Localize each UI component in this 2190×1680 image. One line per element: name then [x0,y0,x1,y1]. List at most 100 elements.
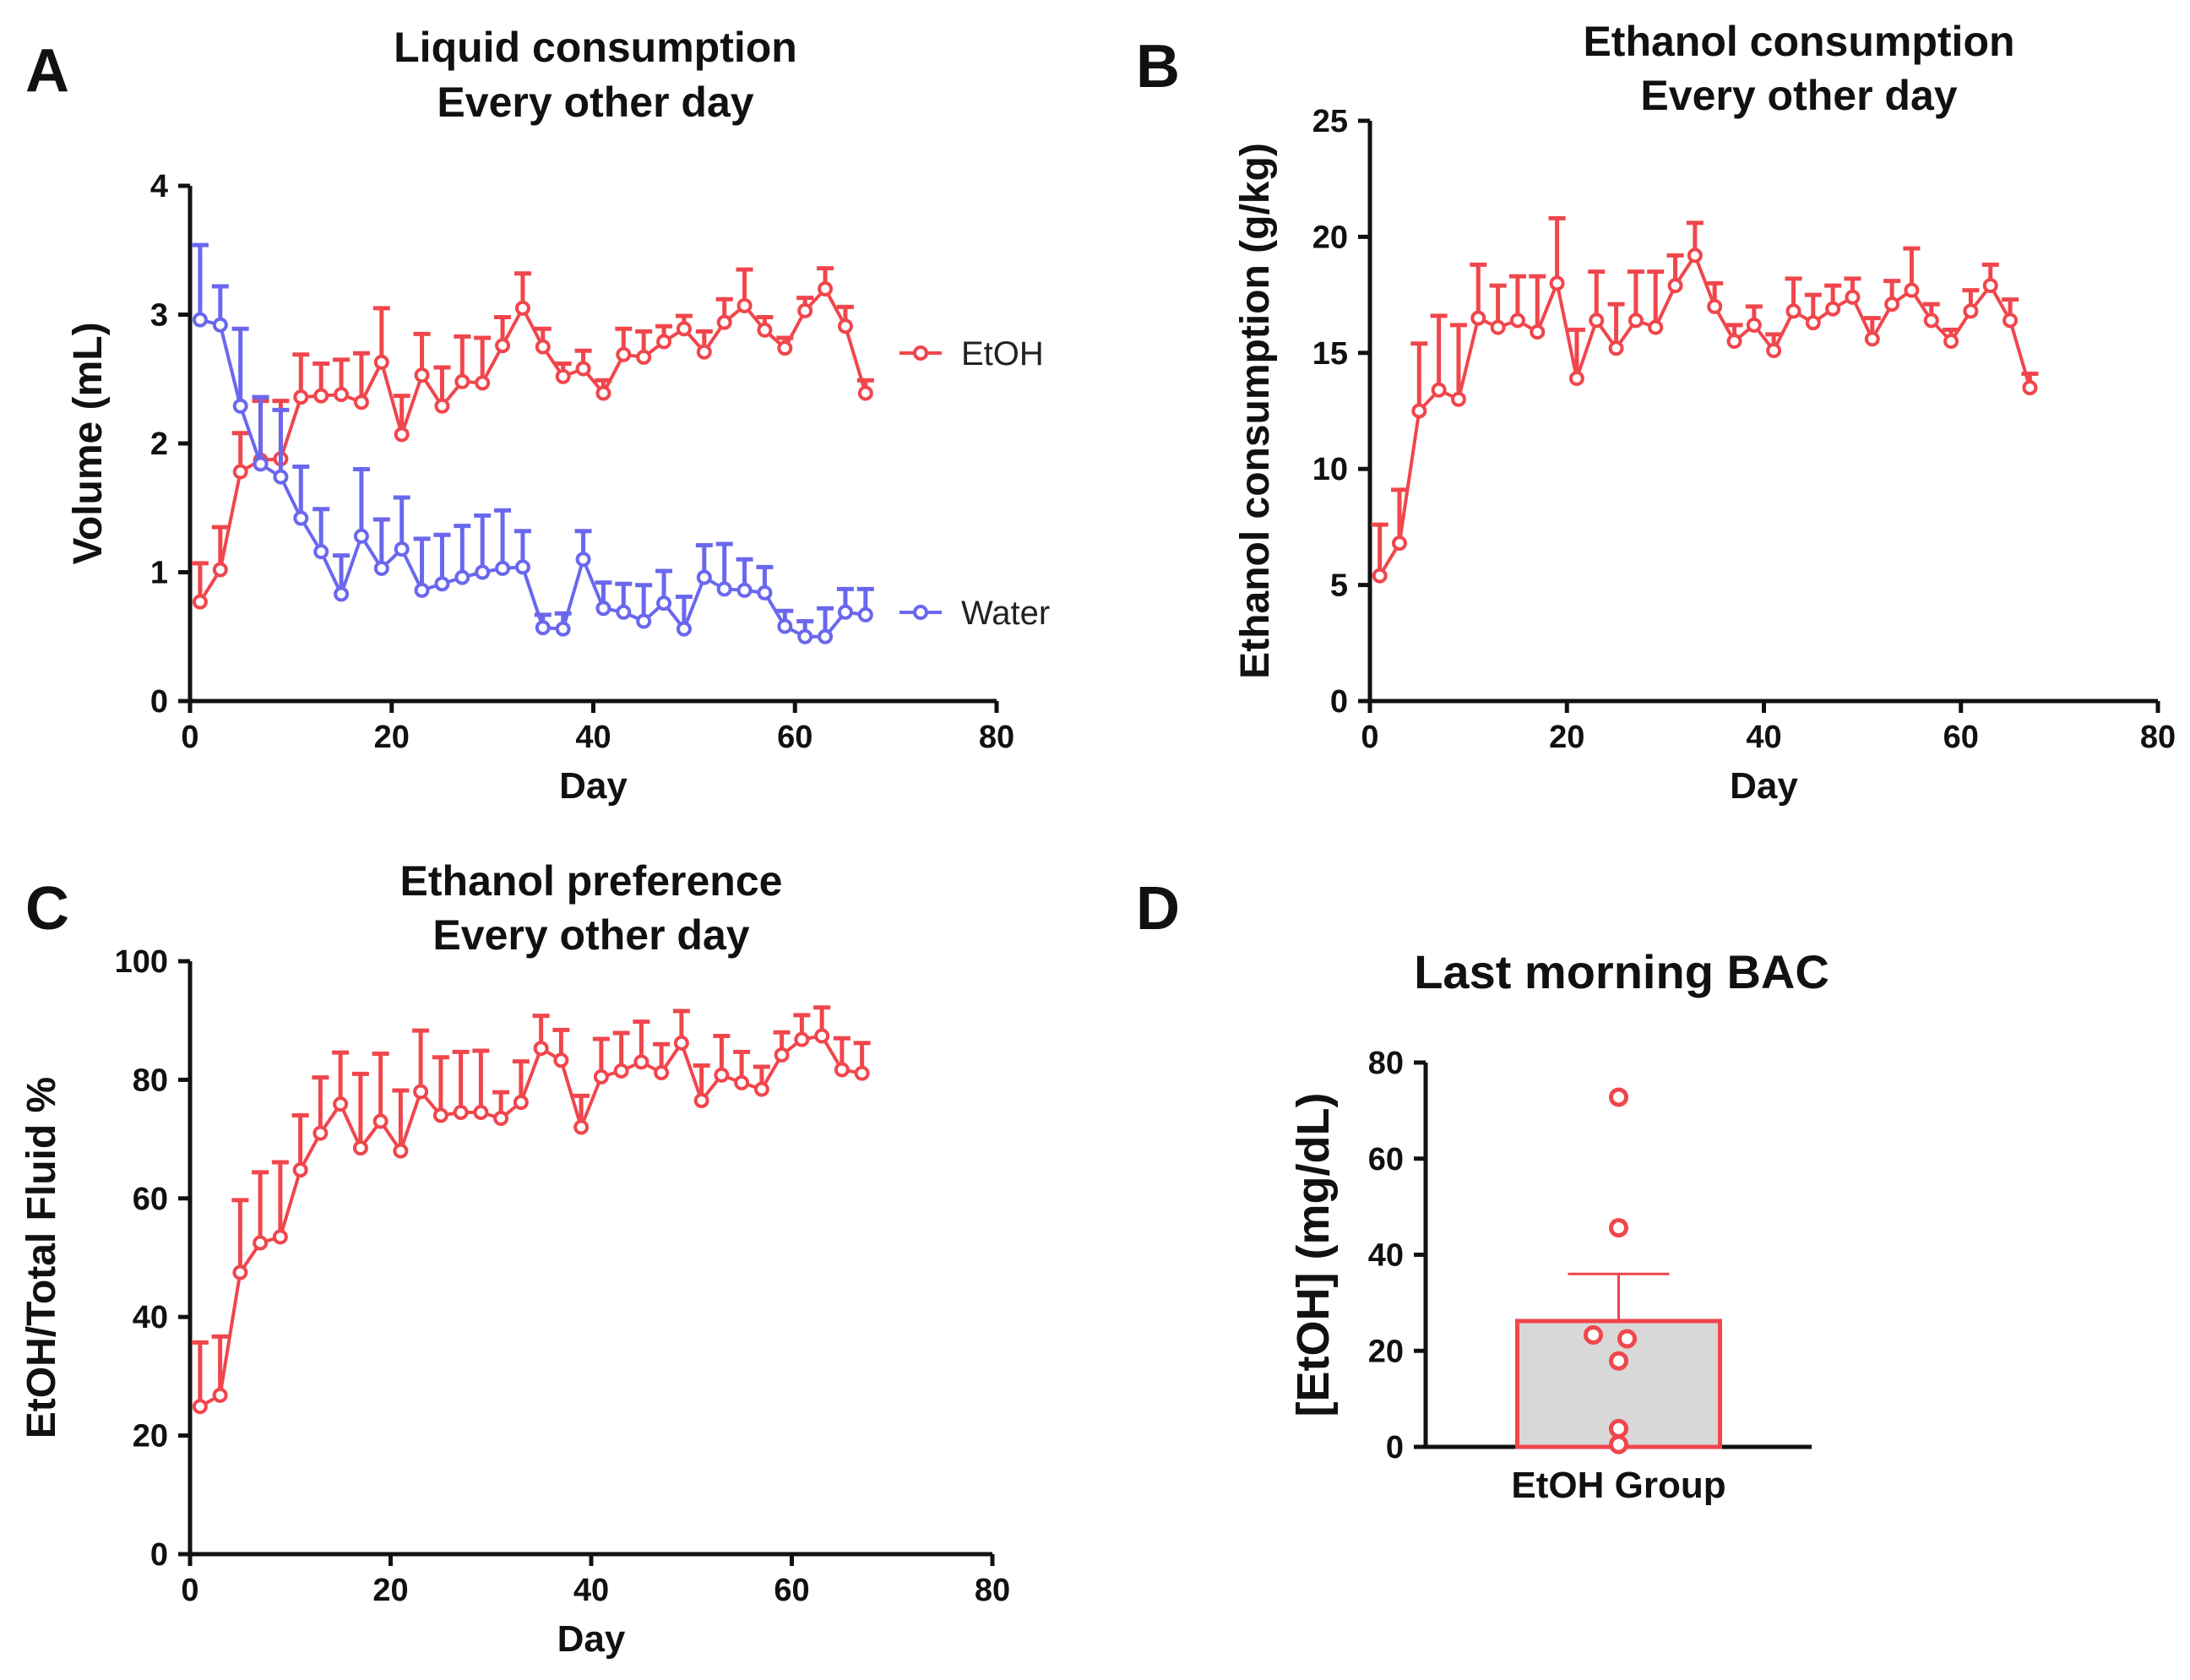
data-point [693,1092,709,1108]
x-tick-label: 60 [777,720,812,755]
x-tick-label: 20 [372,1573,408,1608]
x-tick-label: 60 [774,1573,809,1608]
y-tick-label: 0 [150,1537,168,1573]
data-point [253,1235,269,1251]
x-axis-label: Day [1730,765,1798,807]
data-point [373,560,389,576]
y-tick-label: 3 [150,298,168,334]
series-line [198,1034,862,1408]
data-point [1746,317,1762,333]
y-axis-label: Volume (mL) [66,322,111,564]
data-point [513,1095,529,1111]
x-tick-label: 40 [573,1573,609,1608]
data-point [575,552,591,568]
data-point [1648,319,1664,335]
data-point [475,564,491,580]
data-point [273,469,289,485]
data-point [1411,403,1427,419]
series-etoh [1371,215,2039,584]
series-line [199,318,867,639]
data-point [293,510,309,526]
data-point [434,576,450,592]
x-category-label: EtOH Group [1511,1465,1725,1506]
data-point [1490,319,1506,335]
data-point [636,613,652,629]
data-point [553,1052,569,1068]
data-point [573,1119,590,1135]
data-point [1864,331,1880,347]
data-point [857,385,873,401]
data-point [613,1063,629,1079]
y-axis-label: [EtOH] (mg/dL) [1288,1093,1339,1417]
data-point [1785,303,1801,319]
panel-b-title-line2: Every other day [1640,72,1957,119]
data-point [1530,324,1546,340]
data-point [514,300,530,316]
y-tick-label: 100 [115,944,168,980]
data-point [593,1068,609,1085]
data-point [1805,315,1821,331]
data-point [454,373,470,389]
data-point [616,346,632,362]
y-tick-label: 0 [1386,1430,1404,1465]
panel-b-title-line1: Ethanol consumption [1583,18,2014,65]
data-point [1609,1087,1628,1107]
y-axis-label: Ethanol consumption (g/kg) [1233,143,1278,679]
y-tick-label: 4 [150,169,168,204]
data-point [1549,275,1565,291]
data-point [212,317,228,333]
data-point [633,1054,649,1070]
data-point [232,398,248,414]
data-point [212,562,228,578]
x-tick-label: 80 [979,720,1014,755]
data-point [1609,1434,1628,1454]
data-point [673,1035,689,1051]
chart-b: 0 5 10 15 20 25 0 20 40 60 80 Day Ethanol consumptio… [1233,104,2176,807]
data-point [555,368,571,384]
legend-marker [913,605,928,620]
data-point [535,339,551,355]
data-point [414,367,430,383]
y-tick-label: 10 [1312,452,1348,487]
data-point [1608,340,1624,356]
data-point [616,604,632,620]
y-tick-label: 40 [133,1300,168,1335]
data-point [595,385,611,401]
y-tick-label: 5 [1330,568,1348,604]
y-tick-label: 60 [133,1182,168,1217]
data-point [716,581,732,597]
x-tick-label: 40 [575,720,611,755]
data-point [1450,391,1466,407]
data-point [454,569,470,585]
series-etoh: EtOH [191,266,1044,610]
chart-c: 0 20 40 60 80 100 0 20 40 60 80 Day EtOH/Total Fluid… [19,944,1010,1660]
data-point [313,544,329,560]
data-point [432,1107,448,1123]
y-tick-label: 2 [150,427,168,462]
data-point [1982,278,1998,294]
x-tick-label: 20 [374,720,410,755]
data-point [575,361,591,377]
data-point [313,388,329,404]
data-point [814,1028,830,1044]
data-point [1509,313,1525,329]
data-point [352,1140,368,1156]
x-tick-label: 60 [1943,720,1979,755]
x-tick-label: 0 [181,720,198,755]
data-point [777,340,793,356]
data-point [475,375,491,391]
data-point [1687,247,1703,264]
data-point [734,1074,750,1090]
data-point [676,621,692,637]
data-point [1568,371,1584,387]
y-tick-label: 20 [133,1419,168,1454]
data-point [2022,380,2038,396]
data-point [1963,303,1979,319]
y-tick-label: 20 [1368,1334,1404,1369]
data-point [353,528,369,544]
data-point [192,1399,208,1415]
data-point [676,321,692,337]
x-tick-label: 80 [2140,720,2176,755]
data-point [373,354,389,370]
data-point [1391,536,1407,552]
